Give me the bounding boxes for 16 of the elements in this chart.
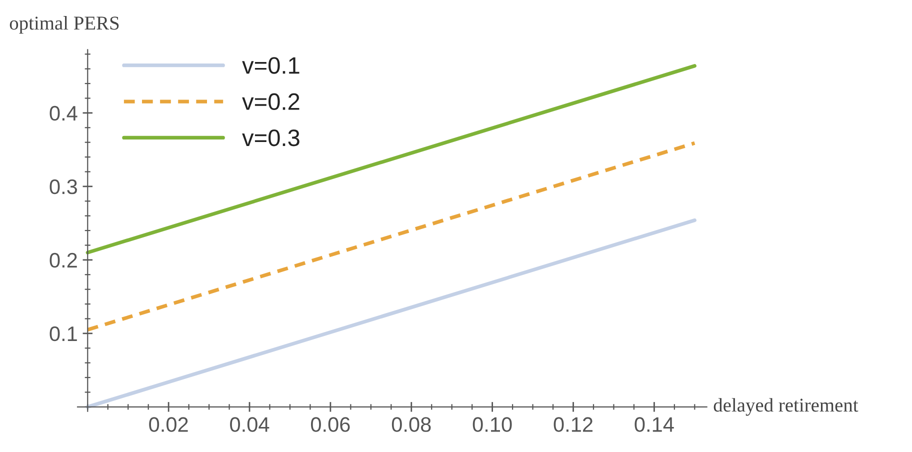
y-axis-title: optimal PERS — [10, 16, 119, 34]
legend-label: v=0.2 — [242, 93, 300, 110]
x-tick-label: 0.04 — [230, 417, 270, 432]
x-axis-title: delayed retirement — [714, 398, 858, 416]
x-tick-label: 0.02 — [149, 417, 188, 432]
x-tick-label: 0.14 — [634, 417, 674, 432]
x-tick-label: 0.08 — [392, 417, 431, 432]
legend-label: v=0.3 — [242, 129, 300, 146]
x-tick-label: 0.10 — [472, 417, 512, 432]
legend-label: v=0.1 — [242, 57, 300, 74]
y-tick-label: 0.2 — [50, 252, 77, 268]
y-tick-label: 0.4 — [50, 106, 78, 121]
y-tick-label: 0.1 — [50, 326, 77, 342]
y-tick-label: 0.3 — [50, 179, 77, 194]
x-tick-label: 0.06 — [310, 417, 350, 432]
x-tick-label: 0.12 — [554, 417, 592, 432]
